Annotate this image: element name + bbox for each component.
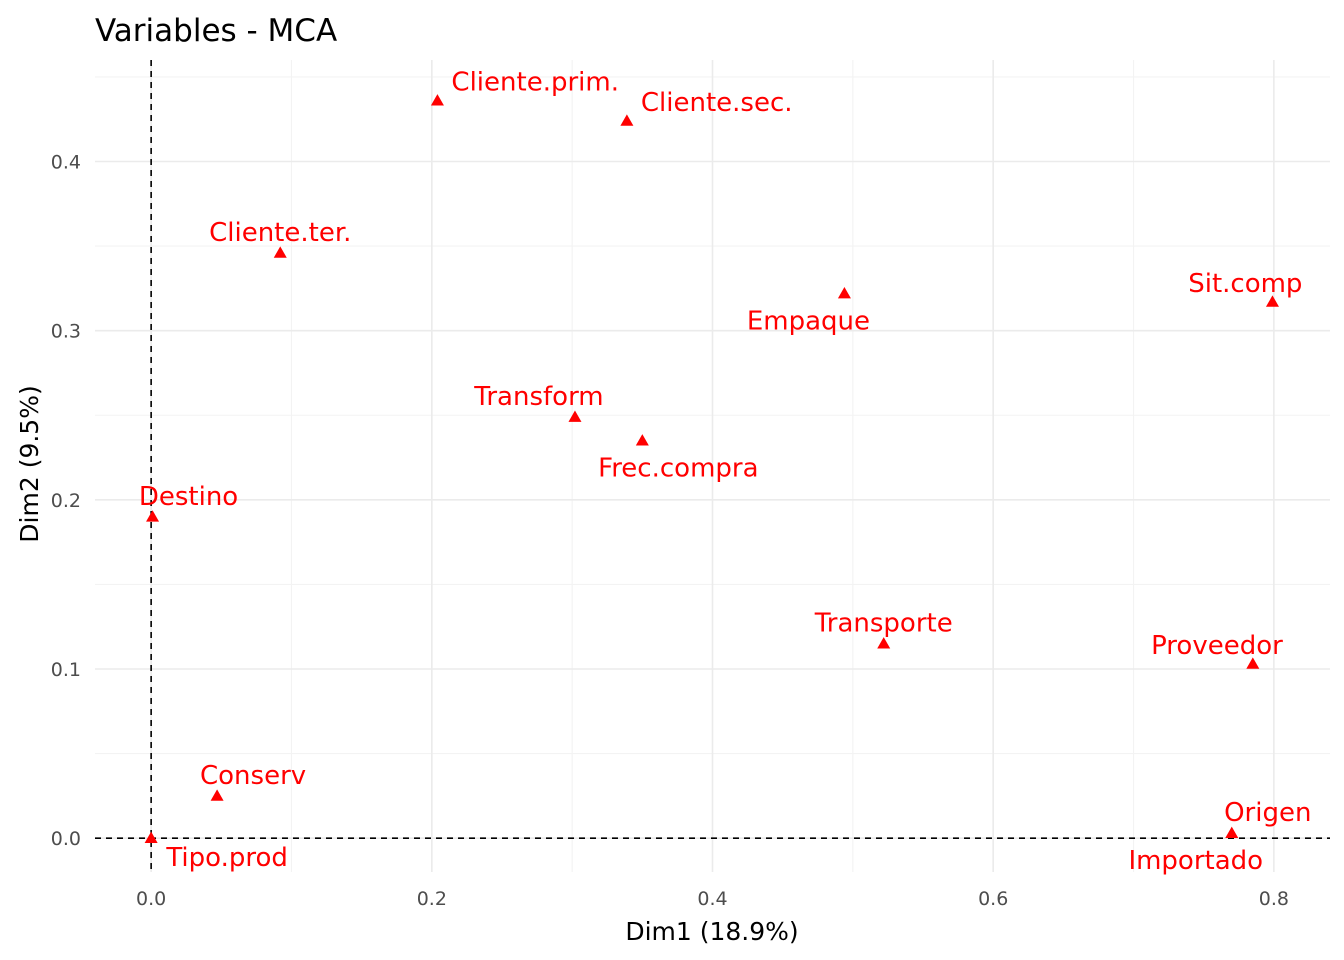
x-tick-label: 0.4 — [697, 888, 727, 910]
point-label: Cliente.ter. — [209, 218, 351, 248]
x-tick-label: 0.6 — [978, 888, 1008, 910]
point-label: Empaque — [747, 306, 870, 336]
data-point-triangle — [635, 434, 649, 446]
data-point-triangle — [1265, 295, 1279, 307]
x-tick-label: 0.0 — [136, 888, 166, 910]
data-point-triangle — [877, 637, 891, 649]
point-label: Conserv — [200, 761, 306, 791]
data-point-triangle — [273, 246, 287, 258]
point-label: Importado — [1128, 846, 1263, 876]
point-label: Frec.compra — [598, 454, 758, 484]
y-axis-label: Dim2 (9.5%) — [15, 385, 44, 542]
x-tick-label: 0.2 — [417, 888, 447, 910]
point-label: Cliente.prim. — [451, 68, 619, 98]
data-point-triangle — [430, 94, 444, 106]
data-points — [144, 94, 1279, 844]
y-tick-label: 0.1 — [51, 659, 81, 681]
point-labels: Cliente.prim. Cliente.sec. Cliente.ter. Sit… — [139, 68, 1312, 876]
point-label: Transform — [473, 382, 603, 412]
point-label: Transporte — [814, 609, 953, 639]
point-label: Destino — [139, 482, 238, 512]
reference-lines — [95, 60, 1330, 872]
point-label: Origen — [1224, 798, 1311, 828]
data-point-triangle — [210, 789, 224, 801]
point-label: Tipo.prod — [165, 843, 288, 873]
point-label: Sit.comp — [1188, 269, 1302, 299]
data-point-triangle — [837, 286, 851, 299]
data-point-triangle — [1225, 826, 1239, 838]
chart-title: Variables - MCA — [95, 13, 337, 49]
data-point-triangle — [1246, 657, 1260, 669]
tick-labels: 0.0 0.2 0.4 0.6 0.8 0.0 0.1 0.2 0.3 0.4 — [51, 152, 1289, 911]
x-tick-label: 0.8 — [1259, 888, 1289, 910]
data-point-triangle — [146, 510, 160, 522]
data-point-triangle — [568, 410, 582, 422]
point-label: Cliente.sec. — [641, 88, 793, 118]
y-tick-label: 0.2 — [51, 490, 81, 512]
y-tick-label: 0.3 — [51, 321, 81, 343]
data-point-triangle — [620, 114, 634, 126]
data-point-triangle — [144, 831, 158, 844]
x-axis-label: Dim1 (18.9%) — [625, 917, 798, 946]
y-tick-label: 0.0 — [51, 828, 81, 850]
point-label: Proveedor — [1151, 631, 1283, 661]
y-tick-label: 0.4 — [51, 152, 81, 174]
